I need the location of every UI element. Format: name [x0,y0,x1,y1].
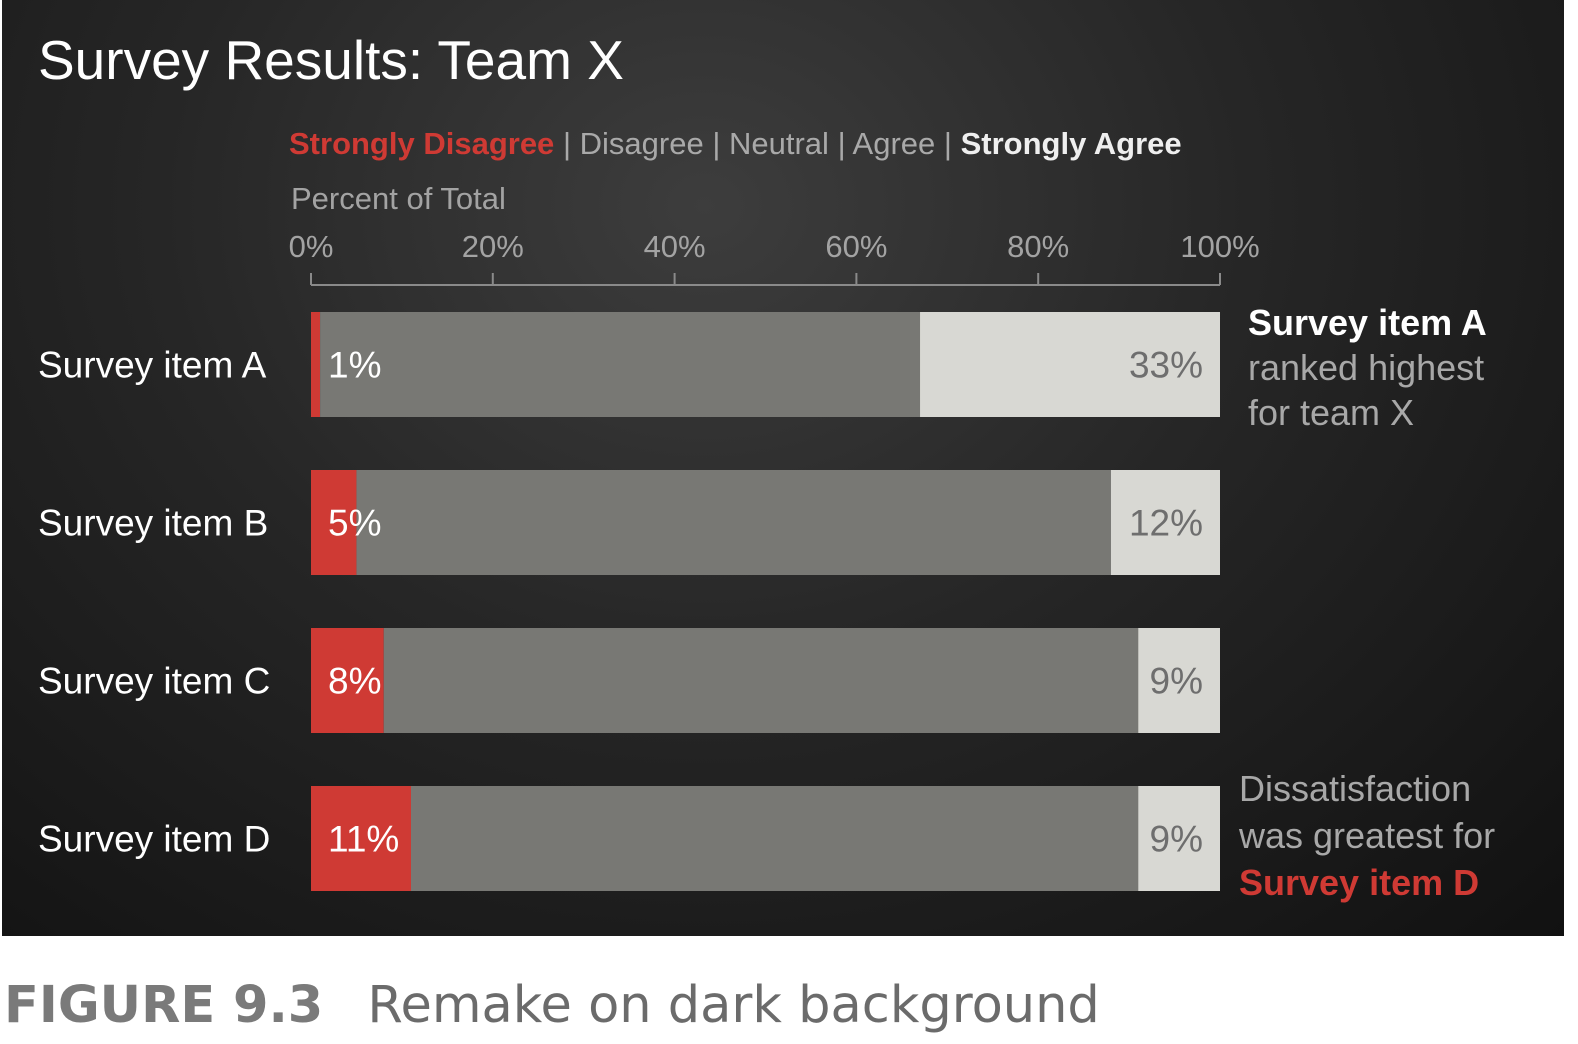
bar-middle [320,312,921,417]
category-label: Survey item B [38,503,268,544]
stacked-bar-chart: 0% 20% 40% 60% 80% 100% Survey item A 1% 33% Surv… [38,229,1260,891]
figure-number: FIGURE 9.3 [4,976,324,1035]
category-label: Survey item A [38,345,267,386]
legend-separator: | [943,126,952,161]
legend-strongly-disagree: Strongly Disagree [289,126,555,161]
annotation-item-a-bold: Survey item A [1248,302,1487,343]
annotation-item-a: Survey item A ranked highest for team X [1248,300,1487,435]
x-tick-label: 0% [289,229,334,264]
data-label-strongly-agree: 12% [1129,503,1203,544]
bar-middle [383,628,1139,733]
bar-strongly-agree [920,312,1220,417]
bar-strongly-agree [1138,786,1220,891]
annotation-item-a-line3: for team X [1248,392,1415,433]
legend-neutral: Neutral [729,126,829,161]
category-label: Survey item C [38,661,270,702]
figure-caption-text: Remake on dark background [367,976,1100,1035]
data-label-strongly-agree: 9% [1150,819,1203,860]
bar-strongly-disagree [311,312,321,417]
bar-strongly-disagree [311,786,411,891]
annotation-item-d-line2: was greatest for [1239,815,1496,856]
legend-disagree: Disagree [579,126,704,161]
legend-strongly-agree: Strongly Agree [960,126,1182,161]
data-label-strongly-disagree: 1% [328,345,381,386]
chart-panel: Survey Results: Team X Strongly Disagree… [2,0,1564,936]
legend: Strongly Disagree | Disagree | Neutral |… [289,126,1182,162]
x-tick-label: 100% [1180,229,1259,264]
bar-middle [410,786,1139,891]
bar-strongly-agree [1110,470,1220,575]
bar-middle [356,470,1111,575]
x-tick-label: 20% [462,229,524,264]
data-label-strongly-disagree: 8% [328,661,381,702]
annotation-item-d-line1: Dissatisfaction [1239,768,1472,809]
legend-separator: | [562,126,571,161]
legend-separator: | [837,126,846,161]
x-tick-label: 60% [825,229,887,264]
annotation-item-d: Dissatisfaction was greatest for Survey … [1239,765,1495,906]
figure-caption: FIGURE 9.3 Remake on dark background [4,976,1100,1035]
data-label-strongly-disagree: 5% [328,503,381,544]
data-label-strongly-agree: 9% [1150,661,1203,702]
category-label: Survey item D [38,819,270,860]
legend-separator: | [712,126,721,161]
bar-strongly-disagree [311,628,384,733]
legend-agree: Agree [852,126,936,161]
annotation-item-a-line2: ranked highest [1248,347,1485,388]
x-axis-title: Percent of Total [291,181,506,216]
chart-title: Survey Results: Team X [38,29,624,91]
bar-strongly-disagree [311,470,357,575]
x-tick-label: 40% [644,229,706,264]
bar-strongly-agree [1138,628,1220,733]
data-label-strongly-disagree: 11% [328,819,399,860]
x-tick-label: 80% [1007,229,1069,264]
data-label-strongly-agree: 33% [1129,345,1203,386]
annotation-item-d-highlight: Survey item D [1239,862,1480,903]
